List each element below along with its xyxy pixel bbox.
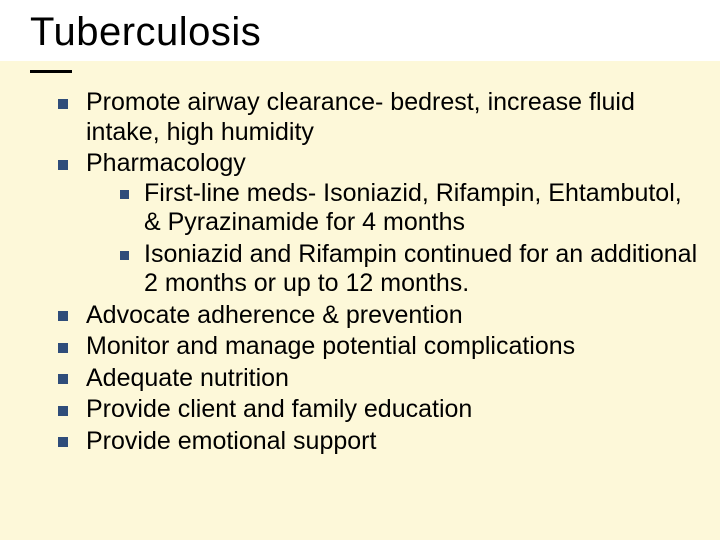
bullet-sublist: First-line meds- Isoniazid, Rifampin, Eh… (86, 179, 700, 299)
list-item: Pharmacology First-line meds- Isoniazid,… (52, 149, 700, 299)
list-item: Promote airway clearance- bedrest, incre… (52, 88, 700, 147)
title-area: Tuberculosis (0, 0, 720, 61)
bullet-text: Adequate nutrition (86, 364, 700, 394)
bullet-list: Promote airway clearance- bedrest, incre… (52, 88, 700, 456)
list-item: Adequate nutrition (52, 364, 700, 394)
list-item: Provide emotional support (52, 427, 700, 457)
body-content: Promote airway clearance- bedrest, incre… (52, 88, 700, 458)
bullet-text: Monitor and manage potential complicatio… (86, 332, 700, 362)
list-item: Advocate adherence & prevention (52, 301, 700, 331)
slide: Tuberculosis Promote airway clearance- b… (0, 0, 720, 540)
bullet-text: Advocate adherence & prevention (86, 301, 700, 331)
bullet-text: First-line meds- Isoniazid, Rifampin, Eh… (144, 179, 700, 238)
bullet-text: Isoniazid and Rifampin continued for an … (144, 240, 700, 299)
bullet-text: Provide client and family education (86, 395, 700, 425)
list-item: Monitor and manage potential complicatio… (52, 332, 700, 362)
bullet-text: Promote airway clearance- bedrest, incre… (86, 88, 700, 147)
bullet-text: Provide emotional support (86, 427, 700, 457)
list-item: Provide client and family education (52, 395, 700, 425)
bullet-text: Pharmacology (86, 149, 700, 179)
list-item: Isoniazid and Rifampin continued for an … (114, 240, 700, 299)
title-underline (30, 70, 72, 73)
slide-title: Tuberculosis (30, 10, 720, 55)
list-item: First-line meds- Isoniazid, Rifampin, Eh… (114, 179, 700, 238)
